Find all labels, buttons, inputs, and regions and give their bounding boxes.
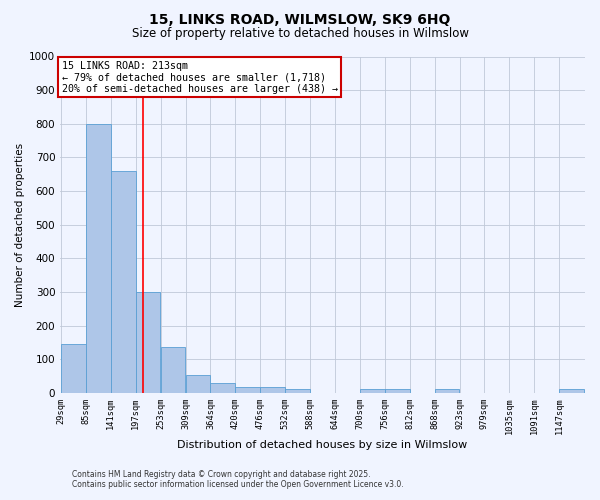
Bar — [360, 390, 385, 393]
Bar — [185, 376, 210, 393]
Bar — [434, 390, 460, 393]
Bar — [260, 387, 285, 393]
Bar — [86, 124, 110, 393]
Bar — [61, 344, 86, 393]
Bar — [211, 384, 235, 393]
Bar — [111, 171, 136, 393]
Text: Size of property relative to detached houses in Wilmslow: Size of property relative to detached ho… — [131, 28, 469, 40]
Bar — [285, 390, 310, 393]
Bar — [385, 390, 410, 393]
Bar — [235, 387, 260, 393]
Y-axis label: Number of detached properties: Number of detached properties — [15, 142, 25, 306]
Bar — [559, 390, 584, 393]
Text: 15 LINKS ROAD: 213sqm
← 79% of detached houses are smaller (1,718)
20% of semi-d: 15 LINKS ROAD: 213sqm ← 79% of detached … — [62, 60, 338, 94]
X-axis label: Distribution of detached houses by size in Wilmslow: Distribution of detached houses by size … — [178, 440, 468, 450]
Text: Contains HM Land Registry data © Crown copyright and database right 2025.
Contai: Contains HM Land Registry data © Crown c… — [72, 470, 404, 489]
Text: 15, LINKS ROAD, WILMSLOW, SK9 6HQ: 15, LINKS ROAD, WILMSLOW, SK9 6HQ — [149, 12, 451, 26]
Bar — [136, 292, 160, 393]
Bar — [161, 348, 185, 393]
